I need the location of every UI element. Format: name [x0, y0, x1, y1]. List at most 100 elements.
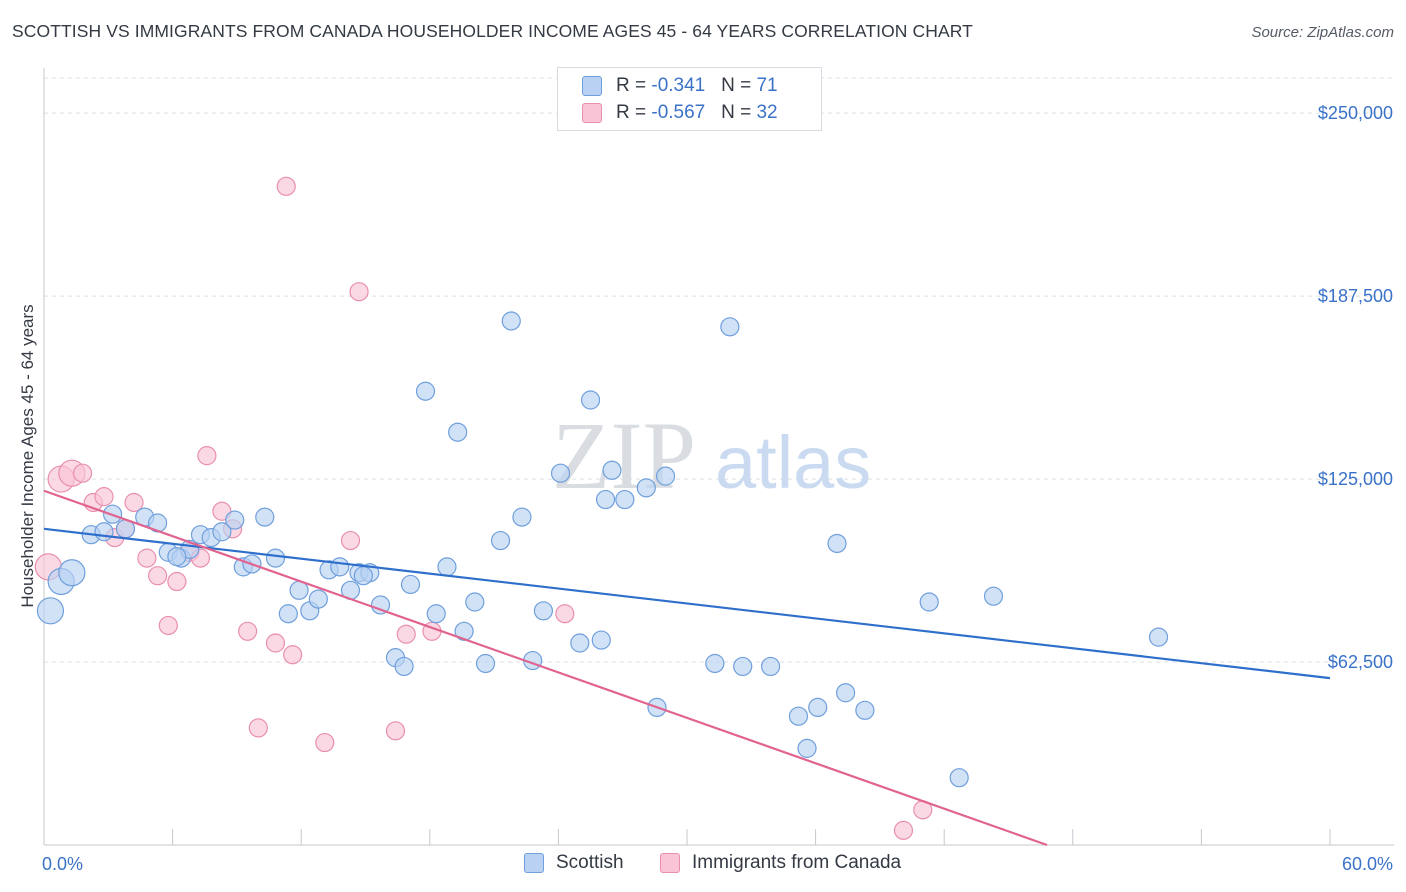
point-scottish-44	[533, 601, 553, 621]
legend-n-label: N =	[721, 75, 757, 96]
point-scottish-61	[827, 533, 847, 554]
point-canada-23	[315, 732, 335, 753]
point-scottish-60	[808, 697, 828, 718]
point-scottish-59	[797, 738, 817, 758]
point-canada-8	[124, 492, 144, 513]
point-canada-20	[265, 633, 286, 653]
bottom-legend-swatch-scottish	[524, 853, 544, 873]
point-scottish-31	[394, 656, 414, 677]
point-scottish-45	[550, 463, 571, 483]
point-scottish-4	[94, 522, 114, 542]
point-scottish-48	[591, 630, 611, 650]
axes	[43, 68, 1394, 846]
point-canada-31	[893, 820, 914, 840]
tick-labels: $62,500 $125,000 $187,500 $250,000 0.0% 60.0%	[42, 103, 1393, 874]
legend-swatch-scottish	[582, 76, 602, 96]
point-canada-5	[94, 487, 114, 507]
point-scottish-23	[308, 589, 328, 609]
y-tick-label-2: $187,500	[1318, 286, 1393, 306]
point-scottish-33	[415, 381, 436, 401]
legend-r-value: -0.341	[651, 75, 706, 96]
point-scottish-56	[733, 656, 753, 677]
legend-text-scottish: R = -0.341 N = 71	[616, 75, 778, 97]
point-scottish-40	[490, 530, 511, 551]
point-scottish-20	[278, 604, 298, 624]
legend-n-label: N =	[721, 102, 757, 123]
y-tick-label-3: $250,000	[1318, 103, 1393, 123]
point-scottish-38	[465, 592, 485, 612]
point-scottish-49	[602, 460, 622, 480]
point-scottish-14	[212, 522, 232, 542]
x-tick-label-max: 60.0%	[1342, 854, 1393, 874]
legend-text-canada: R = -0.567 N = 32	[616, 102, 778, 124]
point-scottish-57	[760, 656, 781, 677]
point-scottish-55	[720, 317, 740, 337]
point-scottish-46	[570, 633, 590, 653]
trend-line-scottish	[43, 527, 1331, 680]
point-canada-12	[167, 571, 187, 592]
point-canada-19	[248, 718, 268, 738]
point-scottish-42	[512, 507, 532, 527]
legend-r-value: -0.567	[651, 102, 706, 123]
legend-r-label: R =	[616, 75, 652, 96]
point-scottish-32	[400, 574, 421, 595]
series-canada-points	[34, 176, 933, 840]
y-tick-label-0: $62,500	[1328, 652, 1393, 672]
point-scottish-54	[705, 653, 725, 674]
y-tick-label-1: $125,000	[1318, 469, 1393, 489]
point-canada-25	[349, 282, 369, 302]
bottom-legend-swatch-canada	[660, 853, 680, 873]
point-scottish-18	[255, 507, 275, 527]
chart-title: SCOTTISH VS IMMIGRANTS FROM CANADA HOUSE…	[12, 21, 973, 41]
point-scottish-68	[595, 489, 616, 510]
point-canada-21	[283, 645, 303, 665]
point-scottish-2	[58, 559, 86, 587]
point-scottish-67	[1148, 627, 1169, 647]
point-scottish-15	[225, 510, 245, 530]
point-scottish-65	[949, 768, 969, 788]
point-scottish-47	[580, 390, 601, 410]
point-scottish-50	[615, 489, 635, 510]
x-tick-label-min: 0.0%	[42, 854, 83, 874]
point-canada-22	[276, 176, 296, 196]
source-credit: Source: ZipAtlas.com	[1251, 24, 1394, 41]
point-scottish-41	[501, 311, 521, 331]
point-scottish-66	[983, 586, 1004, 606]
point-scottish-37	[454, 621, 474, 641]
point-scottish-0	[36, 597, 65, 625]
point-scottish-70	[167, 547, 187, 567]
point-scottish-53	[655, 466, 676, 486]
bottom-legend-label-canada: Immigrants from Canada	[692, 852, 902, 873]
point-scottish-62	[836, 683, 856, 703]
point-scottish-64	[919, 592, 939, 612]
bottom-legend-label-scottish: Scottish	[556, 852, 624, 873]
point-scottish-63	[855, 700, 875, 720]
point-scottish-35	[437, 557, 457, 577]
point-canada-24	[340, 530, 361, 551]
point-canada-9	[137, 548, 157, 568]
point-canada-27	[396, 624, 416, 644]
point-canada-3	[72, 463, 93, 483]
point-scottish-36	[448, 422, 468, 442]
point-scottish-29	[370, 595, 391, 615]
watermark-atlas: atlas	[715, 421, 871, 504]
point-scottish-34	[426, 604, 446, 624]
legend-r-label: R =	[616, 102, 652, 123]
point-canada-18	[238, 621, 258, 641]
point-scottish-39	[475, 653, 496, 674]
correlation-legend: R = -0.341 N = 71 R = -0.567 N = 32	[557, 67, 822, 131]
legend-n-value: 32	[756, 102, 778, 123]
point-scottish-51	[636, 478, 656, 498]
point-canada-29	[555, 604, 575, 624]
legend-swatch-canada	[582, 103, 602, 123]
trend-line-canada	[43, 489, 1048, 847]
point-scottish-69	[353, 566, 373, 586]
point-canada-10	[147, 566, 168, 586]
point-scottish-19	[265, 548, 286, 568]
legend-n-value: 71	[756, 75, 778, 96]
point-canada-15	[197, 446, 217, 466]
trend-lines	[43, 489, 1331, 847]
point-scottish-58	[788, 706, 809, 726]
point-canada-26	[385, 721, 406, 741]
